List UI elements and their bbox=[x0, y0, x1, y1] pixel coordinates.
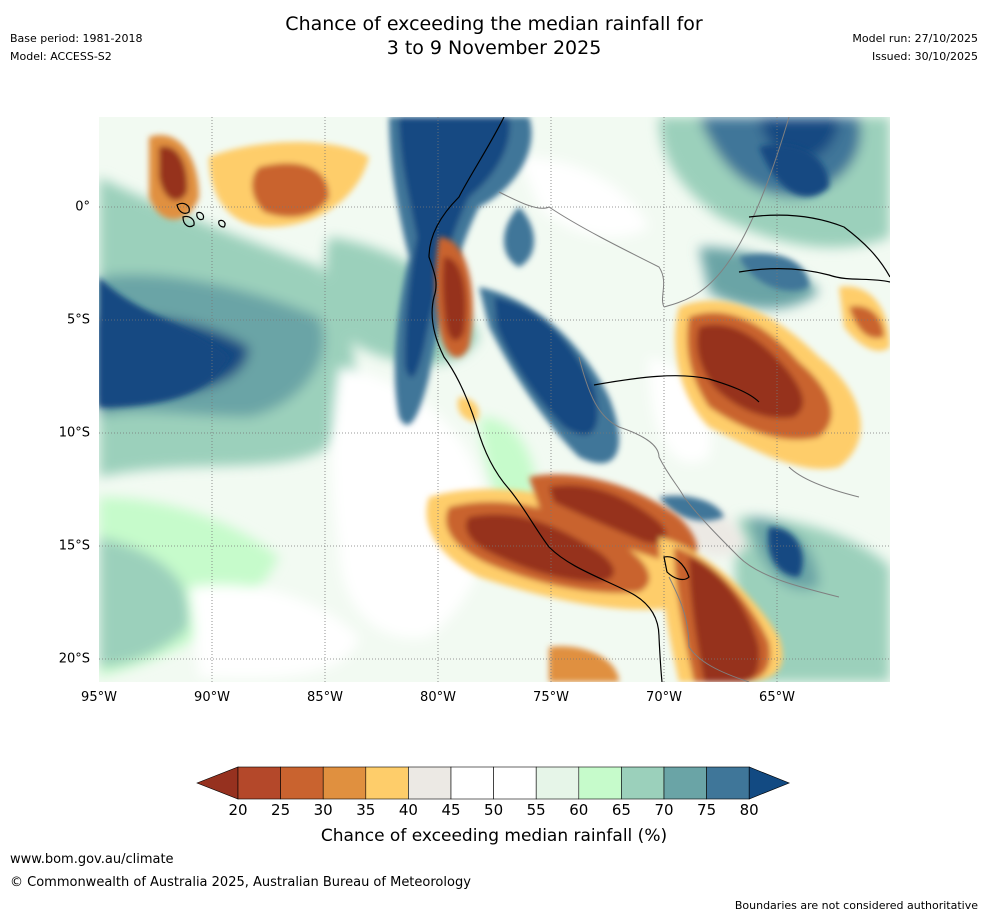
colorbar-arrow-low bbox=[196, 766, 239, 800]
rainfall-map bbox=[99, 117, 890, 682]
coastline-pacific bbox=[428, 117, 663, 682]
title-line-1: Chance of exceeding the median rainfall … bbox=[285, 13, 703, 35]
chart-title: Chance of exceeding the median rainfall … bbox=[0, 12, 988, 60]
colorbar-tick-label: 40 bbox=[398, 801, 418, 819]
graticule bbox=[99, 117, 890, 682]
colorbar-segment bbox=[408, 766, 452, 800]
lat-label-15s: 15°S bbox=[58, 538, 90, 554]
lat-label-10s: 10°S bbox=[58, 425, 90, 441]
galapagos-islands bbox=[176, 202, 690, 581]
field-dry-regions bbox=[149, 135, 890, 682]
colorbar-tick-label: 35 bbox=[356, 801, 376, 819]
colorbar-tick-label: 30 bbox=[313, 801, 333, 819]
colorbar-tick-label: 45 bbox=[441, 801, 461, 819]
lon-label-65w: 65°W bbox=[759, 690, 795, 705]
colorbar-segment bbox=[578, 766, 622, 800]
colorbar-tick-label: 25 bbox=[271, 801, 291, 819]
lon-label-90w: 90°W bbox=[194, 690, 230, 705]
border-bolivia-brazil bbox=[683, 496, 840, 598]
colorbar-tick-label: 70 bbox=[654, 801, 674, 819]
coastline-river-north bbox=[738, 267, 890, 283]
lon-label-70w: 70°W bbox=[646, 690, 682, 705]
colorbar-segment bbox=[621, 766, 665, 800]
lat-label-0: 0° bbox=[75, 199, 90, 215]
border-bolivia-north bbox=[788, 466, 860, 498]
issued-date: Issued: 30/10/2025 bbox=[871, 50, 978, 63]
colorbar-segment bbox=[280, 766, 324, 800]
coastline-amazon-river bbox=[593, 375, 760, 403]
lat-label-20s: 20°S bbox=[58, 651, 90, 667]
colorbar-segment bbox=[535, 766, 580, 800]
colorbar-tick-label: 50 bbox=[484, 801, 504, 819]
colorbar-segment bbox=[663, 766, 707, 800]
coastlines bbox=[428, 117, 890, 682]
colorbar-tick-label: 20 bbox=[228, 801, 248, 819]
base-period: Base period: 1981-2018 bbox=[10, 32, 143, 45]
colorbar-segment bbox=[322, 766, 367, 800]
footer-url[interactable]: www.bom.gov.au/climate bbox=[10, 852, 174, 867]
colorbar-segment bbox=[706, 766, 750, 800]
colorbar-tick-label: 65 bbox=[611, 801, 631, 819]
lon-label-80w: 80°W bbox=[420, 690, 456, 705]
colorbar-label: Chance of exceeding median rainfall (%) bbox=[320, 826, 668, 846]
colorbar bbox=[196, 766, 791, 800]
colorbar-segment bbox=[450, 766, 494, 800]
lon-label-85w: 85°W bbox=[307, 690, 343, 705]
meta-right: Model run: 27/10/2025 Issued: 30/10/2025 bbox=[852, 30, 978, 66]
lon-label-75w: 75°W bbox=[533, 690, 569, 705]
colorbar-segment bbox=[493, 766, 537, 800]
colorbar-tick-label: 75 bbox=[697, 801, 717, 819]
footer-disclaimer: Boundaries are not considered authoritat… bbox=[734, 899, 978, 912]
field-very-wet bbox=[99, 117, 829, 577]
lon-label-95w: 95°W bbox=[81, 690, 117, 705]
model-run: Model run: 27/10/2025 bbox=[852, 32, 978, 45]
lat-label-5s: 5°S bbox=[66, 312, 90, 328]
colorbar-tick-label: 55 bbox=[526, 801, 546, 819]
title-line-2: 3 to 9 November 2025 bbox=[386, 37, 602, 59]
colorbar-tick-label: 80 bbox=[739, 801, 759, 819]
country-boundaries bbox=[498, 117, 860, 682]
coastline-amazon-mouth bbox=[748, 214, 890, 278]
meta-left: Base period: 1981-2018 Model: ACCESS-S2 bbox=[10, 30, 142, 66]
colorbar-arrow-high bbox=[748, 766, 791, 800]
border-bolivia-chile bbox=[668, 576, 750, 682]
field-neutral-regions bbox=[189, 157, 749, 679]
lake-titicaca bbox=[663, 556, 690, 581]
colorbar-tick-label: 60 bbox=[569, 801, 589, 819]
border-ecuador-peru bbox=[498, 191, 665, 308]
border-peru-brazil bbox=[578, 356, 685, 498]
colorbar-segment bbox=[237, 766, 281, 800]
border-colombia-brazil bbox=[663, 117, 790, 308]
model-name: Model: ACCESS-S2 bbox=[10, 50, 112, 63]
colorbar-segment bbox=[365, 766, 409, 800]
footer-copyright: © Commonwealth of Australia 2025, Austra… bbox=[10, 875, 471, 890]
